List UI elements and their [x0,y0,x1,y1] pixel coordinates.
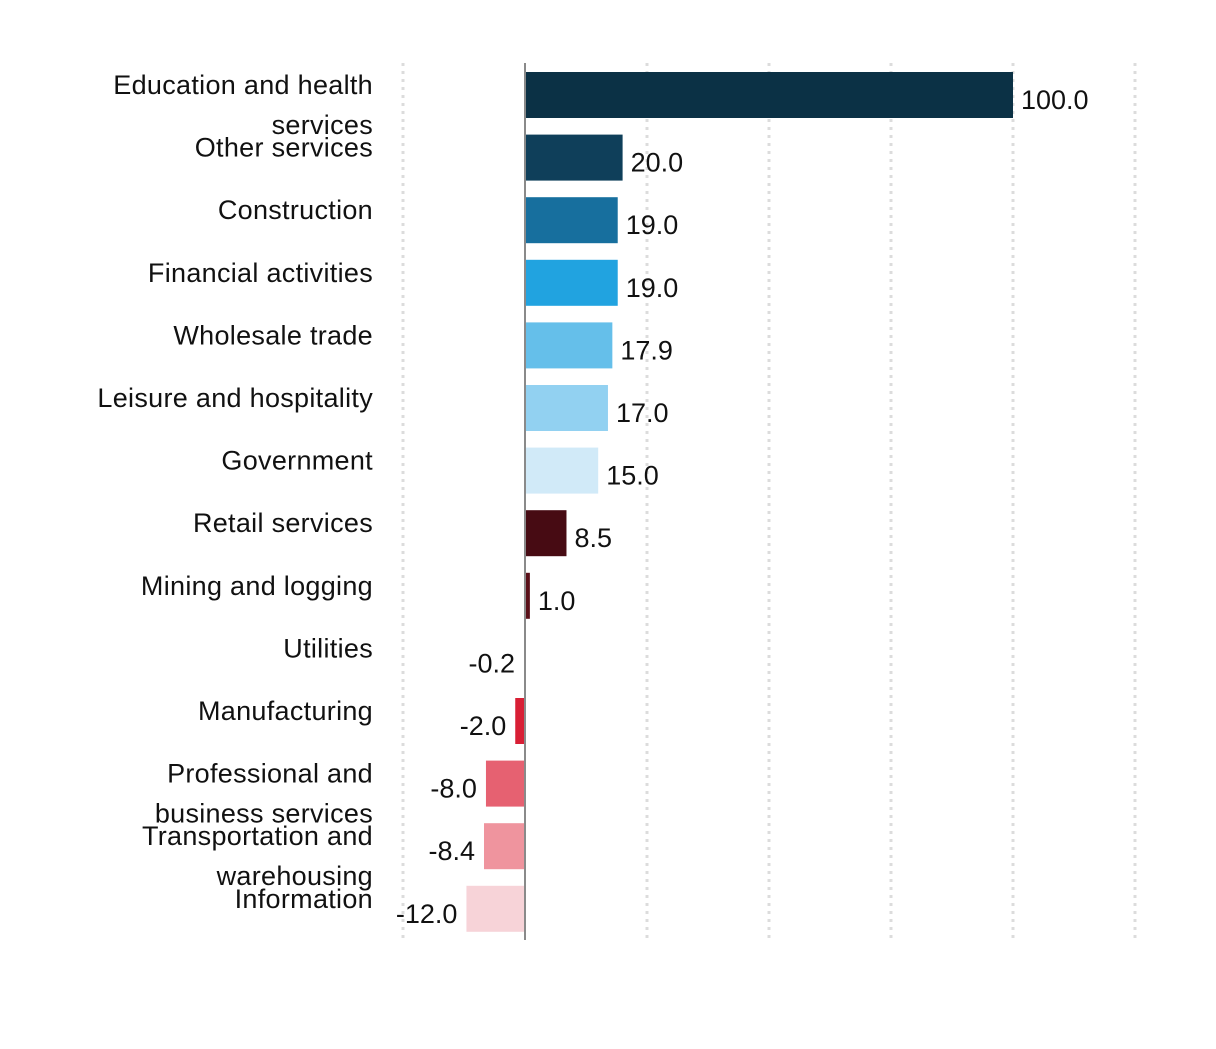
category-label: Information [235,884,373,914]
bar [525,197,618,244]
value-label: 17.9 [620,335,673,365]
category-label: Education and health services [113,70,373,140]
bar [525,572,530,619]
category-label: Leisure and hospitality [97,383,373,413]
category-label: Professional and business services [155,759,373,829]
value-label: -2.0 [460,711,507,741]
value-label: 19.0 [626,210,679,240]
bar [525,385,608,431]
value-label: -8.0 [430,774,477,804]
value-label: 15.0 [606,461,659,491]
bar [525,72,1013,118]
category-label: Transportation and warehousing [142,821,373,891]
value-labels: 100.0 20.0 19.0 19.0 17.9 17.0 15.0 8.5 1.0 -0.2 -… [396,85,1089,929]
category-label: Construction [218,195,373,225]
bar [525,259,618,306]
category-label: Utilities [283,633,373,663]
bar [525,322,613,369]
bar [525,510,567,557]
bar [485,760,525,807]
category-label: Mining and logging [141,571,373,601]
bar [466,885,525,932]
value-label: 20.0 [631,148,684,178]
category-label: Manufacturing [198,696,373,726]
value-label: 1.0 [538,586,576,616]
value-label: -8.4 [428,836,475,866]
category-label: Other services [195,133,373,163]
value-label: -0.2 [468,648,515,678]
bar [515,698,525,744]
bar [525,134,623,181]
category-label: Government [221,446,373,476]
bar [484,823,525,870]
bar [525,447,599,494]
grid-lines [401,63,1137,940]
value-label: 100.0 [1021,85,1089,115]
value-label: -12.0 [396,899,458,929]
category-label: Wholesale trade [173,320,373,350]
category-label: Financial activities [148,258,373,288]
category-label: Retail services [193,508,373,538]
value-label: 8.5 [574,523,612,553]
value-label: 17.0 [616,398,669,428]
value-label: 19.0 [626,273,679,303]
bars [466,72,1013,932]
